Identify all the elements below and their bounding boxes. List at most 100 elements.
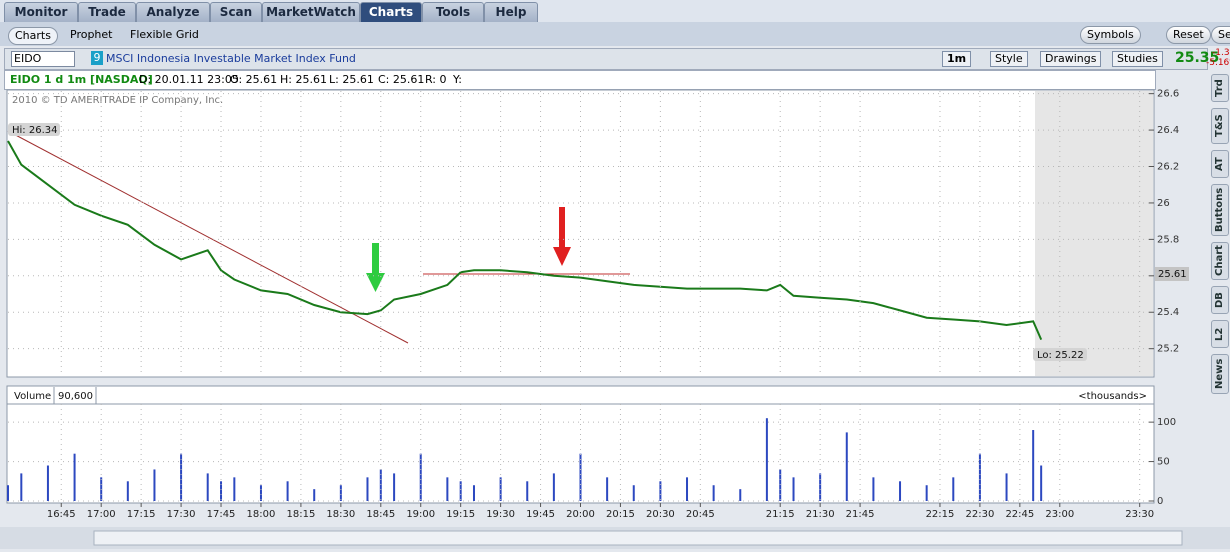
toolbar-button[interactable]: Reset bbox=[1166, 26, 1211, 44]
tab[interactable]: Scan bbox=[210, 2, 262, 22]
y-tick-label: 26.4 bbox=[1157, 125, 1179, 136]
chart-button[interactable]: 1m bbox=[942, 51, 972, 67]
volume-bar bbox=[459, 481, 462, 501]
subtab[interactable]: Prophet bbox=[70, 28, 113, 41]
chart-button[interactable]: Drawings bbox=[1040, 51, 1102, 67]
x-tick-label: 19:00 bbox=[406, 509, 435, 520]
volume-bar bbox=[659, 481, 662, 501]
volume-bar bbox=[393, 473, 396, 501]
tab[interactable]: Monitor bbox=[4, 2, 78, 22]
volume-bar bbox=[339, 485, 342, 501]
copyright: 2010 © TD AMERITRADE IP Company, Inc. bbox=[12, 95, 223, 106]
volume-bar bbox=[153, 469, 156, 501]
y-tick-label: 26.2 bbox=[1157, 162, 1179, 173]
tab[interactable]: MarketWatch bbox=[262, 2, 360, 22]
volume-bar bbox=[579, 453, 582, 501]
y-tick-label: 26.6 bbox=[1157, 89, 1179, 100]
hi-label: Hi: 26.34 bbox=[12, 125, 57, 136]
x-tick-label: 17:15 bbox=[127, 509, 156, 520]
volume-bar bbox=[899, 481, 902, 501]
volume-last: 90,600 bbox=[58, 391, 93, 402]
y-tick-label: 100 bbox=[1157, 417, 1176, 428]
x-tick-label: 20:15 bbox=[606, 509, 635, 520]
info-field: O: 25.61 bbox=[230, 73, 278, 86]
volume-bar bbox=[7, 485, 9, 501]
volume-bar bbox=[686, 477, 689, 501]
info-field: C: 25.61 bbox=[378, 73, 425, 86]
x-tick-label: 17:00 bbox=[87, 509, 116, 520]
x-tick-label: 18:30 bbox=[326, 509, 355, 520]
y-tick-label: 26 bbox=[1157, 198, 1170, 209]
side-tab[interactable]: Chart bbox=[1211, 242, 1229, 280]
x-tick-label: 19:45 bbox=[526, 509, 555, 520]
subtab[interactable]: Charts bbox=[8, 27, 58, 45]
symbol-bar bbox=[4, 48, 1208, 70]
volume-bar bbox=[366, 477, 369, 501]
description: MSCI Indonesia Investable Market Index F… bbox=[106, 52, 356, 65]
x-tick-label: 18:45 bbox=[366, 509, 395, 520]
change: -1.38 bbox=[1212, 48, 1230, 58]
x-tick-label: 21:30 bbox=[806, 509, 835, 520]
toolbar-button[interactable]: Se bbox=[1211, 26, 1230, 44]
volume-bar bbox=[792, 477, 795, 501]
buy-arrow bbox=[366, 243, 385, 292]
tab[interactable]: Charts bbox=[360, 2, 422, 22]
volume-bar bbox=[206, 473, 209, 501]
tab[interactable]: Help bbox=[484, 2, 538, 22]
volume-bar bbox=[46, 465, 49, 501]
volume-bar bbox=[379, 469, 382, 501]
volume-bar bbox=[259, 485, 262, 501]
lo-label: Lo: 25.22 bbox=[1037, 350, 1084, 361]
volume-bar bbox=[286, 481, 289, 501]
side-tab[interactable]: DB bbox=[1211, 286, 1229, 314]
volume-bar bbox=[739, 489, 742, 501]
info-field: Y: bbox=[453, 73, 462, 86]
chart-button[interactable]: Studies bbox=[1112, 51, 1163, 67]
side-tab[interactable]: L2 bbox=[1211, 320, 1229, 348]
volume-bar bbox=[632, 485, 635, 501]
volume-bar bbox=[220, 481, 223, 501]
volume-units: <thousands> bbox=[1078, 391, 1147, 402]
x-tick-label: 23:00 bbox=[1045, 509, 1074, 520]
sub-bar bbox=[0, 22, 1230, 46]
x-tick-label: 20:30 bbox=[646, 509, 675, 520]
volume-bar bbox=[446, 477, 449, 501]
tab[interactable]: Tools bbox=[422, 2, 484, 22]
chart-button[interactable]: Style bbox=[990, 51, 1028, 67]
hi-label-box bbox=[8, 123, 60, 137]
side-tab[interactable]: Trd bbox=[1211, 74, 1229, 102]
volume-bar bbox=[1005, 473, 1008, 501]
volume-bar bbox=[819, 473, 822, 501]
symbol-input[interactable]: EIDO bbox=[11, 51, 75, 67]
info-field: R: 0 bbox=[425, 73, 447, 86]
x-tick-label: 18:15 bbox=[286, 509, 315, 520]
side-tab[interactable]: News bbox=[1211, 354, 1229, 394]
symbol-count[interactable]: 9 bbox=[91, 51, 103, 65]
x-tick-label: 21:45 bbox=[846, 509, 875, 520]
side-tab[interactable]: T&S bbox=[1211, 108, 1229, 144]
tab[interactable]: Analyze bbox=[136, 2, 210, 22]
volume-bar bbox=[313, 489, 316, 501]
volume-bar bbox=[952, 477, 955, 501]
x-tick-label: 17:30 bbox=[167, 509, 196, 520]
subtab[interactable]: Flexible Grid bbox=[130, 28, 199, 41]
volume-bar bbox=[552, 473, 555, 501]
sell-arrow bbox=[553, 207, 571, 266]
x-tick-label: 22:15 bbox=[926, 509, 955, 520]
price-panel bbox=[6, 89, 1155, 378]
x-tick-label: 22:30 bbox=[966, 509, 995, 520]
y-tick-label: 50 bbox=[1157, 457, 1170, 468]
last-price-box bbox=[1155, 266, 1189, 281]
volume-bar bbox=[779, 469, 782, 501]
y-tick-label: 25.2 bbox=[1157, 344, 1179, 355]
x-tick-label: 23:30 bbox=[1125, 509, 1154, 520]
side-tab[interactable]: Buttons bbox=[1211, 184, 1229, 236]
scrollbar[interactable] bbox=[93, 530, 1183, 546]
info-field: D: 20.01.11 23:05 bbox=[139, 73, 239, 86]
toolbar-button[interactable]: Symbols bbox=[1080, 26, 1141, 44]
side-tab[interactable]: AT bbox=[1211, 150, 1229, 178]
volume-bar bbox=[712, 485, 715, 501]
tab[interactable]: Trade bbox=[78, 2, 136, 22]
info-field: H: 25.61 bbox=[280, 73, 327, 86]
y-tick-label: 0 bbox=[1157, 496, 1163, 507]
